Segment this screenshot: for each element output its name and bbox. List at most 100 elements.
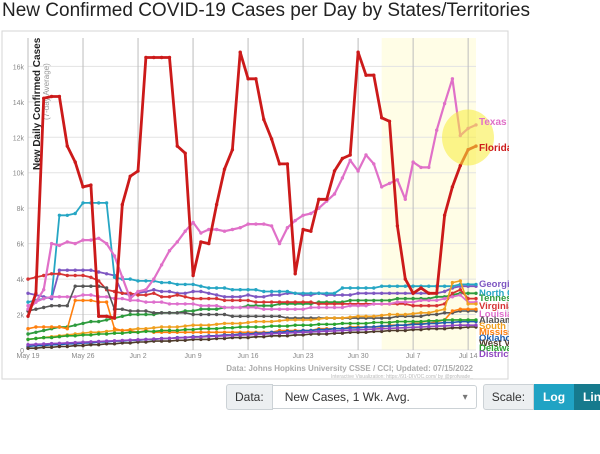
series-point [269,293,274,297]
series-point [466,282,470,287]
series-point [285,318,290,322]
series-point [152,291,156,295]
series-point [419,322,423,326]
series-point [419,319,423,324]
line-chart[interactable]: 0 2k 4k 6k 8k 10k 12k 14k 16k May 19 May 26 Jun 2 Ju… [1,30,509,380]
series-point [301,300,305,304]
series-end-label: Florida [479,143,509,154]
series-point [340,316,345,320]
x-tick-label: Jun 9 [184,353,201,360]
series-point [222,295,227,299]
y-tick-label: 12k [13,135,25,142]
series-point [387,326,392,331]
series-point [97,339,101,344]
series-point [277,334,282,338]
series-point [442,307,447,311]
series-point [167,249,172,253]
series-point [81,340,85,344]
series-line [27,294,476,311]
data-select[interactable]: New Cases, 1 Wk. Avg. ▾ [272,385,477,409]
series-point [380,313,384,318]
series-point [262,319,266,324]
series-point [435,291,439,295]
series-point [403,197,407,201]
series-point [128,338,132,342]
series-point [474,291,478,295]
series-point [57,213,62,217]
series-point [136,330,140,334]
series-point [57,335,62,339]
series-point [191,220,195,225]
series-point [238,314,242,318]
series-point [301,213,305,217]
series-point [222,167,227,171]
linear-button[interactable]: Linear [574,384,600,410]
series-point [317,305,321,310]
series-point [159,280,164,285]
series-line [28,326,476,350]
series-point [301,333,305,337]
series-point [325,302,329,306]
series-point [325,197,329,201]
series-point [89,238,93,242]
series-point [450,323,455,328]
series-point [293,300,297,304]
series-point [238,325,242,329]
series-point [175,302,179,306]
series-point [222,336,227,341]
series-point [42,305,46,310]
series-point [254,295,258,299]
series-point [222,326,227,330]
series-point [309,291,313,295]
series-point [442,101,447,106]
series-end-label: Virginia [479,301,509,312]
series-point [450,280,455,285]
series-point [183,282,187,287]
series-point [214,327,219,331]
series-point [97,319,101,324]
series-point [411,304,415,308]
series-point [57,344,62,349]
y-tick-label: 10k [13,171,25,178]
series-point [144,340,148,344]
series-point [403,312,407,317]
series-point [372,320,376,325]
series-point [128,174,132,178]
series-point [128,277,132,281]
series-point [214,312,219,317]
series-end-label: Texas [479,117,507,128]
series-point [450,77,455,81]
series-point [65,327,70,331]
series-point [269,224,274,228]
series-point [136,312,140,317]
series-point [427,304,431,308]
series-point [332,316,337,320]
series-point [364,286,368,290]
series-end-label: Oklahoma [479,333,509,344]
series-point [128,309,132,313]
series-point [207,296,211,301]
series-point [387,302,392,306]
series-point [458,163,462,168]
series-point [285,289,290,294]
series-point [301,227,305,232]
y-tick-label: 16k [13,64,25,71]
series-point [348,158,352,162]
series-point [277,162,282,166]
series-point [380,302,384,306]
series-point [175,338,179,342]
log-button[interactable]: Log [534,384,575,410]
series-point [356,330,360,334]
series-point [254,319,258,324]
series-point [332,192,337,196]
series-point [128,296,132,301]
series-point [395,224,400,228]
series-point [199,335,203,339]
series-point [442,213,447,217]
series-point [230,321,235,326]
series-point [81,273,85,278]
series-point [325,322,329,326]
series-point [65,273,70,278]
chart-area[interactable]: 0 2k 4k 6k 8k 10k 12k 14k 16k May 19 May 26 Jun 2 Ju… [1,30,509,380]
y-tick-label: 4k [17,277,25,284]
